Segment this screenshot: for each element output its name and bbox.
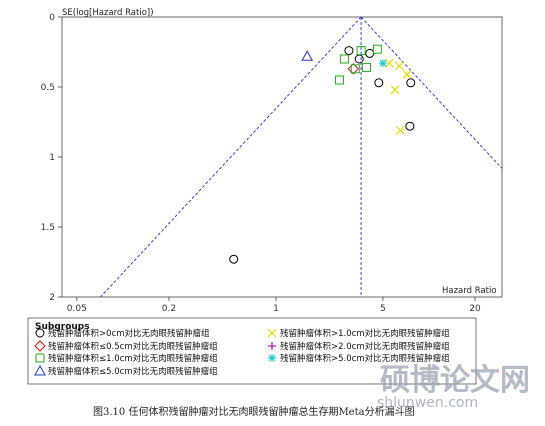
- data-point-square: [372, 44, 382, 54]
- data-point-x: [402, 69, 412, 79]
- legend-title: Subgroups: [35, 322, 90, 332]
- legend-box: [27, 317, 477, 385]
- plot-frame: [61, 16, 503, 298]
- funnel-right-line: [360, 16, 503, 169]
- x-tick-label: 1: [273, 304, 279, 314]
- data-point-circle: [344, 46, 354, 56]
- figure-caption: 图3.10 任何体积残留肿瘤对比无肉眼残留肿瘤总生存期Meta分析漏斗图: [93, 405, 415, 418]
- watermark-text: 硕博论文网: [380, 363, 530, 398]
- data-point-square: [361, 62, 371, 72]
- data-point-circle: [406, 78, 416, 88]
- data-point-x: [384, 58, 394, 68]
- legend: Subgroups 残留肿瘤体积>0cm对比无肉眼残留肿瘤组残留肿瘤体积≤0.5…: [27, 317, 477, 385]
- data-point-x: [390, 85, 400, 95]
- y-tick-label: 1.5: [41, 223, 55, 233]
- data-point-circle: [354, 54, 364, 64]
- data-point-x: [394, 61, 404, 71]
- data-point-diamond: [347, 63, 359, 75]
- data-point-x-stroke: [390, 85, 400, 95]
- y-axis-label: SE(log[Hazard Ratio]): [62, 8, 154, 18]
- legend-marker-star: [268, 354, 276, 362]
- data-point-circle: [365, 48, 375, 58]
- legend-item-label: 残留肿瘤体积≤0.5cm对比无肉眼残留肿瘤组: [48, 341, 218, 352]
- legend-marker-diamond: [34, 340, 46, 352]
- legend-item-label: 残留肿瘤体积>0cm对比无肉眼残留肿瘤组: [48, 328, 210, 339]
- x-axis-label: Hazard Ratio: [442, 286, 497, 296]
- plot-area: 0 0.5 1 1.5 2 0.05 0.2 1 5 20: [41, 13, 503, 314]
- y-tick-label: 0.5: [41, 83, 55, 93]
- legend-marker-star-stroke: [268, 354, 276, 362]
- funnel-left-line: [100, 16, 362, 298]
- watermark-url: shlunwen.com: [377, 395, 478, 411]
- y-tick-label: 0: [49, 13, 55, 23]
- data-point-circle: [229, 254, 239, 264]
- data-point-star-stroke: [379, 59, 387, 67]
- legend-marker-plus: [268, 342, 276, 350]
- legend-marker-triangle: [34, 364, 46, 376]
- data-point-circle: [405, 121, 415, 131]
- y-tick-label: 1: [49, 153, 55, 163]
- x-tick-label: 5: [380, 304, 386, 314]
- legend-marker-square: [35, 353, 45, 363]
- legend-marker-circle: [35, 328, 45, 338]
- x-tick-label: 0.2: [162, 304, 176, 314]
- legend-marker-x-stroke: [267, 328, 277, 338]
- legend-item-label: 残留肿瘤体积>2.0cm对比无肉眼残留肿瘤组: [280, 341, 450, 352]
- data-point-triangle: [301, 50, 314, 61]
- data-point-x-stroke: [395, 125, 405, 135]
- x-tick-label: 20: [469, 304, 481, 314]
- data-point-x-stroke: [402, 69, 412, 79]
- legend-item-label: 残留肿瘤体积>1.0cm对比无肉眼残留肿瘤组: [280, 328, 450, 339]
- data-point-x-stroke: [394, 61, 404, 71]
- data-point-circle: [374, 78, 384, 88]
- legend-item-label: 残留肿瘤体积≤1.0cm对比无肉眼残留肿瘤组: [48, 353, 218, 364]
- legend-item-label: 残留肿瘤体积≤5.0cm对比无肉眼残留肿瘤组: [48, 366, 218, 377]
- x-tick-label: 0.05: [67, 304, 87, 314]
- data-point-x: [395, 125, 405, 135]
- data-point-star: [378, 59, 387, 68]
- data-point-square: [334, 75, 344, 85]
- legend-marker-x: [267, 328, 277, 338]
- data-point-x-stroke: [384, 58, 394, 68]
- data-point-square: [356, 46, 366, 56]
- data-point-square: [339, 54, 349, 64]
- data-point-square: [350, 64, 360, 74]
- legend-item-label: 残留肿瘤体积>5.0cm对比无肉眼残留肿瘤组: [280, 353, 450, 364]
- y-tick-label: 2: [49, 293, 55, 303]
- watermark: 硕博论文网 shlunwen.com: [377, 363, 530, 411]
